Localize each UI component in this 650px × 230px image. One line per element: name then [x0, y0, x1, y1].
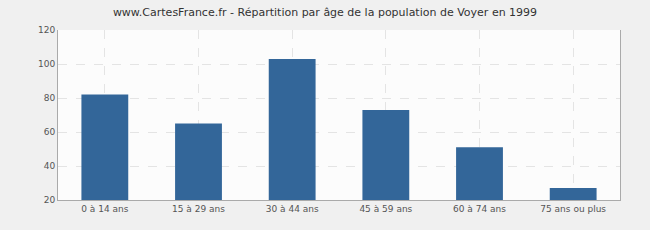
svg-text:45 à 59 ans: 45 à 59 ans — [359, 204, 412, 214]
svg-text:40: 40 — [44, 161, 56, 171]
svg-text:20: 20 — [44, 195, 56, 205]
svg-text:120: 120 — [38, 25, 55, 35]
svg-text:0 à 14 ans: 0 à 14 ans — [81, 204, 128, 214]
svg-text:75 ans ou plus: 75 ans ou plus — [540, 204, 606, 214]
svg-text:80: 80 — [44, 93, 56, 103]
svg-text:www.CartesFrance.fr - Répartit: www.CartesFrance.fr - Répartition par âg… — [113, 6, 537, 19]
svg-text:15 à 29 ans: 15 à 29 ans — [172, 204, 225, 214]
svg-text:100: 100 — [38, 59, 55, 69]
svg-text:30 à 44 ans: 30 à 44 ans — [266, 204, 319, 214]
svg-text:60: 60 — [44, 127, 56, 137]
svg-text:60 à 74 ans: 60 à 74 ans — [453, 204, 506, 214]
